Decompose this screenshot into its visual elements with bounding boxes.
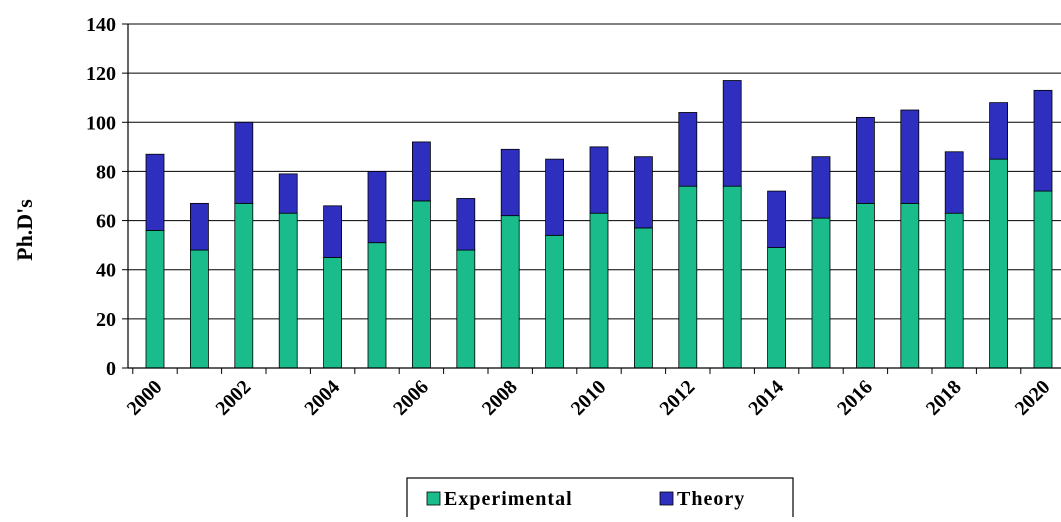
legend: Experimental Theory — [406, 477, 794, 521]
legend-box — [406, 477, 794, 521]
axes — [122, 23, 1061, 374]
bar-theory-2009 — [545, 158, 564, 236]
x-tick-label: 2014 — [744, 376, 788, 420]
bar-experimental-2014 — [767, 247, 786, 369]
y-tick-label: 0 — [106, 358, 116, 380]
bar-experimental-2004 — [323, 257, 343, 369]
bar-theory-2005 — [367, 171, 387, 244]
bar-experimental-2020 — [1033, 190, 1053, 369]
bar-theory-2000 — [145, 153, 165, 231]
bar-experimental-2018 — [944, 212, 964, 369]
bar-theory-2003 — [278, 173, 298, 214]
x-tick-label: 2002 — [211, 376, 255, 420]
bar-theory-2020 — [1033, 89, 1053, 192]
bar-experimental-2015 — [811, 217, 831, 369]
bar-experimental-2008 — [500, 215, 520, 369]
bar-theory-2019 — [989, 102, 1008, 160]
x-tick-label: 2004 — [300, 376, 344, 420]
bar-experimental-2009 — [545, 234, 564, 369]
y-tick-label: 60 — [96, 211, 116, 233]
y-tick-label: 80 — [96, 161, 116, 183]
bar-experimental-2005 — [367, 242, 387, 369]
x-tick-label: 2000 — [123, 376, 167, 420]
bar-experimental-2000 — [145, 229, 165, 369]
y-tick-label: 100 — [86, 112, 116, 134]
legend-swatch-theory — [659, 491, 674, 506]
x-tick-label: 2006 — [389, 376, 433, 420]
x-tick-label: 2018 — [922, 376, 966, 420]
bar-experimental-2013 — [722, 185, 742, 369]
bar-theory-2017 — [900, 109, 920, 204]
bar-experimental-2003 — [278, 212, 298, 369]
bar-theory-2008 — [500, 148, 520, 217]
bar-theory-2011 — [634, 156, 653, 229]
bar-theory-2010 — [589, 146, 609, 214]
y-tick-label: 120 — [86, 63, 116, 85]
x-tick-label: 2008 — [478, 376, 522, 420]
bar-experimental-2010 — [589, 212, 609, 369]
x-tick-label: 2012 — [655, 376, 699, 420]
x-tick-label: 2016 — [833, 376, 877, 420]
bar-theory-2004 — [323, 205, 343, 258]
y-axis-label: Ph.D's — [12, 199, 37, 261]
bar-experimental-2016 — [856, 202, 875, 369]
bar-theory-2001 — [189, 202, 209, 251]
bar-experimental-2002 — [234, 202, 254, 369]
bar-theory-2015 — [811, 156, 831, 219]
bar-experimental-2011 — [634, 227, 653, 369]
bar-experimental-2007 — [456, 249, 476, 369]
bar-theory-2002 — [234, 121, 254, 204]
bar-theory-2007 — [456, 198, 476, 251]
bars — [145, 80, 1053, 369]
bar-experimental-2012 — [678, 185, 698, 369]
bar-theory-2016 — [856, 116, 875, 204]
bar-theory-2012 — [678, 112, 698, 187]
legend-label-theory: Theory — [677, 488, 745, 510]
bar-experimental-2019 — [989, 158, 1008, 369]
x-tick-label: 2020 — [1011, 376, 1055, 420]
y-tick-label: 40 — [96, 260, 116, 282]
y-tick-label: 140 — [86, 14, 116, 36]
bar-experimental-2001 — [189, 249, 209, 369]
bar-theory-2018 — [944, 151, 964, 214]
legend-label-experimental: Experimental — [444, 488, 573, 510]
legend-swatch-experimental — [426, 491, 441, 506]
bar-theory-2006 — [411, 141, 431, 202]
bar-theory-2013 — [722, 80, 742, 187]
y-tick-label: 20 — [96, 309, 116, 331]
x-tick-label: 2010 — [567, 376, 611, 420]
bar-experimental-2006 — [411, 200, 431, 369]
bar-experimental-2017 — [900, 202, 920, 369]
bar-theory-2014 — [767, 190, 786, 248]
